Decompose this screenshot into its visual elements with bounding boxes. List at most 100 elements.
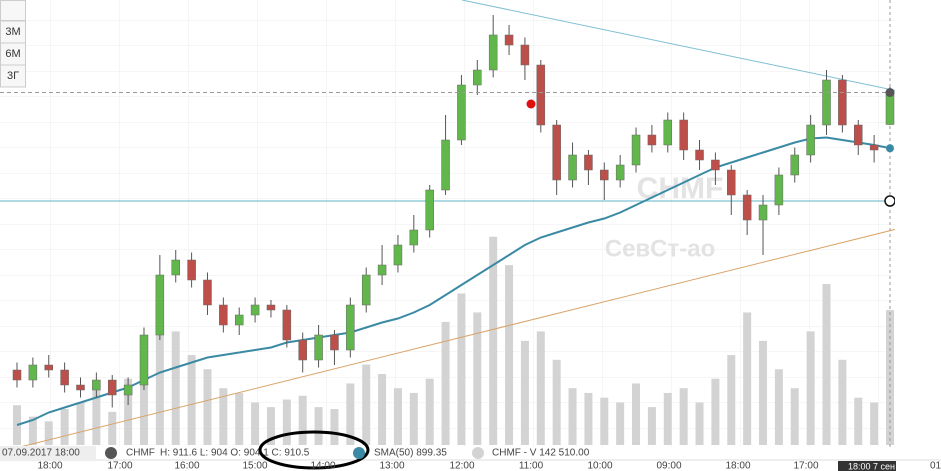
volume-bar	[13, 405, 21, 445]
volume-bar	[743, 312, 752, 445]
volume-bar	[282, 399, 291, 445]
volume-bar	[219, 388, 228, 445]
volume-bar	[489, 236, 498, 445]
candle-body	[76, 384, 85, 391]
time-label: 18:00	[37, 461, 62, 471]
marker	[526, 99, 536, 109]
legend-symbol: CHMF	[126, 448, 155, 459]
candle-body	[123, 384, 133, 396]
candle-body	[282, 309, 292, 341]
volume-layer	[13, 236, 894, 445]
volume-bar	[552, 359, 561, 445]
candle-body	[488, 34, 498, 71]
button[interactable]	[0, 64, 26, 88]
legend-swatch	[472, 447, 484, 459]
volume-bar	[60, 409, 69, 445]
candle-body	[774, 174, 784, 206]
button-label[interactable]: 3Г	[7, 70, 19, 82]
last-price-dot	[885, 88, 895, 97]
candle-body	[822, 79, 831, 126]
time-label: 09:00	[656, 461, 681, 471]
button-label[interactable]: 3М	[5, 26, 20, 38]
candle-body	[885, 92, 895, 125]
candle-body	[377, 264, 387, 276]
volume-bar	[854, 397, 863, 445]
volume-bar	[266, 407, 275, 445]
watermark-symbol: CHMF	[637, 172, 724, 205]
volume-bar	[695, 402, 704, 445]
volume-bar	[409, 392, 418, 445]
candle-body	[234, 314, 244, 326]
volume-bar	[774, 369, 783, 445]
volume-bar	[520, 340, 529, 445]
volume-bar	[28, 416, 37, 445]
volume-bar	[568, 388, 577, 445]
volume-bar	[76, 402, 85, 445]
volume-bar	[600, 397, 609, 445]
button-label[interactable]: 6М	[5, 48, 20, 60]
time-label: 18:00	[725, 461, 750, 471]
volume-bar	[647, 407, 656, 445]
time-label: 17:00	[793, 461, 818, 471]
candle-body	[473, 69, 482, 86]
volume-bar	[235, 392, 244, 445]
candle-body	[869, 144, 879, 151]
time-label: 10:00	[587, 461, 612, 471]
candle-body	[298, 339, 307, 361]
volume-bar	[679, 388, 688, 445]
volume-bar	[886, 310, 894, 445]
cursor-box	[838, 461, 896, 471]
sma-dot	[886, 144, 894, 153]
candle-body	[520, 44, 530, 66]
cursor-label: 18:00 7 сен	[848, 461, 895, 471]
candle-body	[806, 124, 815, 156]
candle-body	[457, 84, 466, 141]
button[interactable]	[0, 0, 26, 21]
volume-bar	[393, 388, 402, 445]
legend: 07.09.2017 18:00 CHMF H: 911.6 L: 904 O:…	[0, 430, 590, 470]
candle-body	[838, 79, 847, 126]
candle-body	[12, 369, 22, 381]
volume-bar	[536, 331, 545, 445]
candle-body	[409, 229, 419, 246]
volume-bar	[663, 392, 672, 445]
time-label: 17:00	[107, 461, 132, 471]
candle-body	[758, 204, 768, 221]
candle-body	[711, 159, 720, 171]
start-label: 07.09.2017 18:00	[2, 448, 80, 459]
trend-line	[0, 217, 941, 453]
candle-body	[425, 189, 434, 231]
trend-lines	[0, 0, 941, 453]
volume-bar	[632, 383, 641, 445]
volume-bar	[187, 355, 196, 445]
period-buttons: 3М 6М 3Г	[0, 0, 26, 88]
candle-body	[266, 304, 276, 311]
candle-body	[695, 149, 704, 161]
time-label: 13:00	[379, 461, 404, 471]
volume-bar	[171, 331, 180, 445]
time-label: 11:00	[519, 461, 544, 471]
legend-ohlc: H: 911.6 L: 904 O: 904.1 C: 910.5	[160, 448, 310, 459]
volume-bar	[711, 378, 720, 445]
time-label: 16:00	[174, 461, 199, 471]
volume-bar	[790, 388, 799, 445]
highlight-ellipse	[258, 430, 370, 470]
volume-bar	[727, 355, 736, 445]
candle-body	[330, 334, 339, 351]
legend-swatch	[105, 447, 117, 459]
candle-body	[44, 364, 53, 371]
volume-bar	[362, 364, 371, 445]
volume-bar	[425, 378, 434, 445]
volume-bar	[108, 411, 117, 445]
volume-bar	[838, 359, 847, 445]
time-label: 15:00	[242, 461, 267, 471]
volume-bar	[92, 388, 101, 445]
volume-bar	[44, 421, 53, 445]
volume-bar	[870, 402, 879, 445]
volume-bar	[314, 407, 323, 445]
time-label: 14:00	[310, 461, 335, 471]
candle-body	[854, 124, 863, 146]
marker	[884, 195, 896, 207]
candle-body	[393, 244, 403, 266]
time-label: 12:00	[449, 461, 474, 471]
